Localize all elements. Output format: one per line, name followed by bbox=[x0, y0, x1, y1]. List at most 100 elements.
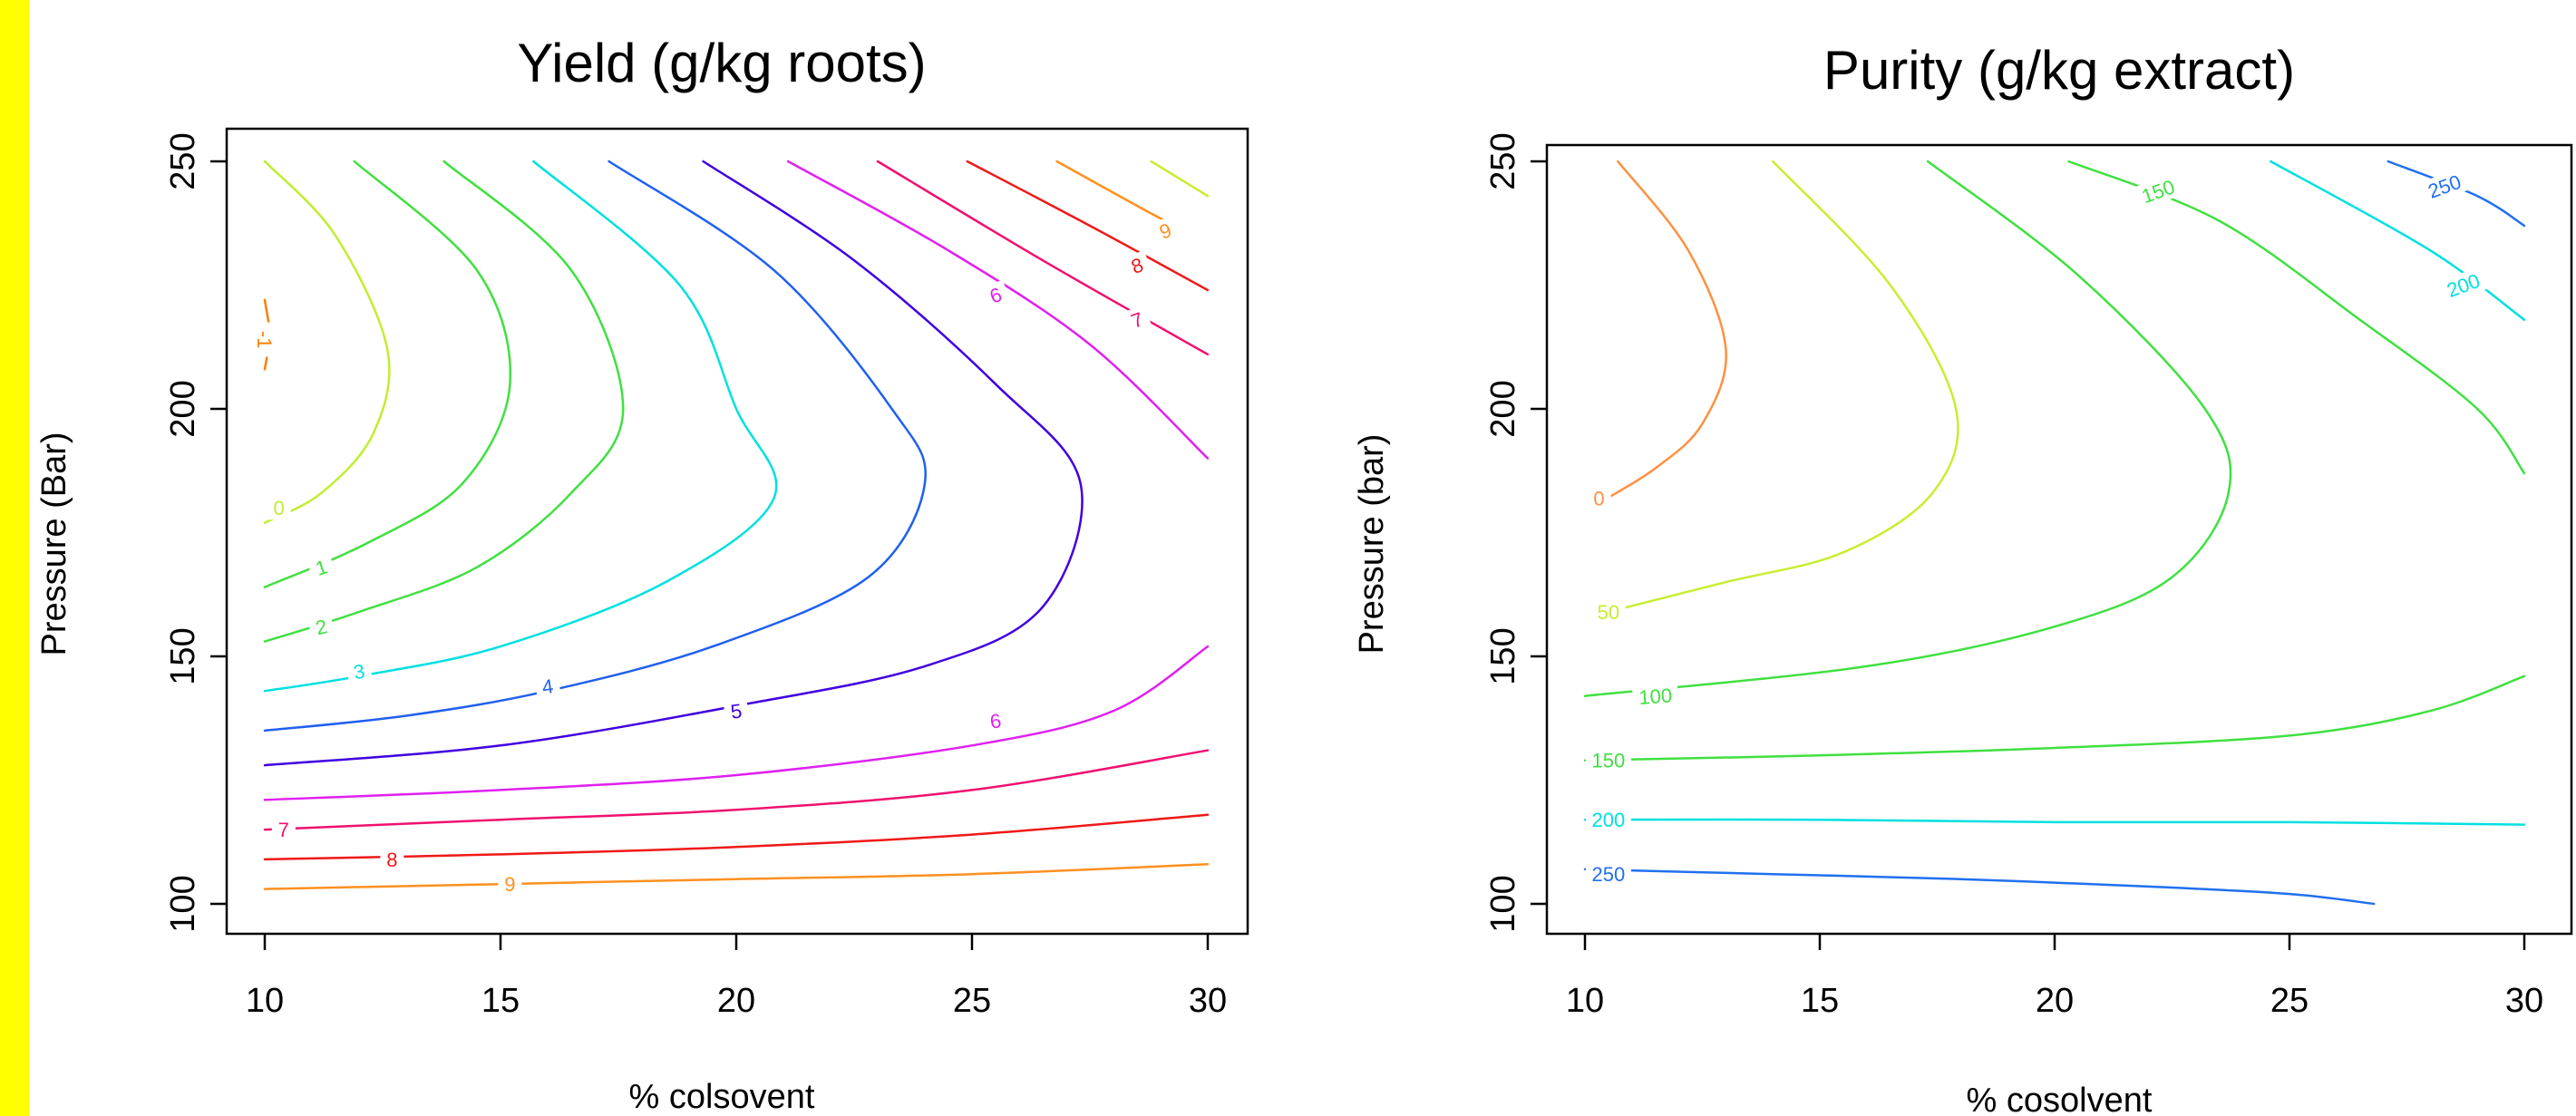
contour-label: 200 bbox=[1592, 809, 1626, 831]
contour-label-background bbox=[980, 279, 1011, 311]
contour-label-background bbox=[1587, 486, 1611, 510]
contour-label: 250 bbox=[1592, 863, 1626, 886]
contour-label-group: 150 bbox=[1585, 748, 1631, 772]
contour-label: 100 bbox=[1638, 684, 1673, 709]
contour-line bbox=[263, 749, 1210, 831]
contour-line bbox=[1055, 160, 1176, 228]
contour-label-group: 3 bbox=[345, 657, 374, 685]
contour-label-group: 200 bbox=[1585, 808, 1631, 832]
contour-label: 50 bbox=[1598, 601, 1619, 624]
contour-line bbox=[2270, 160, 2526, 321]
chart-title: Yield (g/kg roots) bbox=[517, 33, 926, 93]
contour-line bbox=[263, 160, 778, 693]
contour-label-group: 4 bbox=[534, 673, 561, 700]
contour-label-background bbox=[534, 673, 561, 700]
x-tick-label: 15 bbox=[1801, 982, 1839, 1020]
contour-label-background bbox=[1585, 808, 1631, 832]
x-tick-label: 20 bbox=[2036, 982, 2074, 1020]
contour-label-background bbox=[1122, 250, 1152, 281]
contour-line bbox=[263, 645, 1210, 801]
contour-label-group: 0 bbox=[267, 496, 291, 520]
contour-label-group: 6 bbox=[980, 279, 1011, 311]
contour-label-group: 5 bbox=[723, 697, 750, 724]
contour-line bbox=[1583, 818, 2526, 826]
y-tick-label: 250 bbox=[1484, 132, 1522, 189]
y-axis-label: Pressure (bar) bbox=[1353, 434, 1391, 655]
contour-label: 0 bbox=[1593, 487, 1604, 509]
contour-label-background bbox=[1122, 305, 1152, 335]
contour-label-group: 150 bbox=[2133, 172, 2183, 210]
contour-label-group: 9 bbox=[1150, 215, 1181, 247]
contour-label-background bbox=[1585, 862, 1631, 887]
contour-label-group: 2 bbox=[306, 612, 336, 641]
contour-label-background bbox=[1150, 215, 1181, 247]
yellow-accent-bar bbox=[0, 0, 29, 1116]
contour-label-group: 6 bbox=[982, 707, 1009, 734]
y-tick-label: 250 bbox=[164, 132, 202, 189]
contour-label-background bbox=[253, 322, 277, 357]
contour-line bbox=[1583, 160, 2232, 697]
contour-label: 150 bbox=[1592, 750, 1626, 772]
contour-label: 3 bbox=[352, 660, 366, 684]
contour-label: 8 bbox=[386, 849, 397, 871]
contour-line bbox=[1598, 160, 1727, 504]
y-tick-label: 200 bbox=[164, 380, 202, 437]
plot-frame bbox=[225, 127, 1249, 936]
contour-label-background bbox=[2133, 172, 2183, 210]
plot-frame bbox=[1545, 143, 2573, 936]
contour-label-group: 7 bbox=[271, 818, 296, 842]
y-tick-label: 100 bbox=[164, 875, 202, 932]
contour-line bbox=[1583, 674, 2526, 762]
contour-label-background bbox=[380, 847, 404, 871]
x-tick-label: 20 bbox=[717, 982, 755, 1020]
contour-label: 9 bbox=[504, 873, 515, 896]
contour-line bbox=[966, 160, 1210, 292]
contour-line bbox=[263, 863, 1210, 890]
contour-label-background bbox=[723, 697, 750, 724]
contour-line bbox=[1150, 160, 1210, 198]
contour-label: -1 bbox=[253, 331, 276, 349]
contour-label-background bbox=[1631, 682, 1679, 710]
contour-line bbox=[876, 160, 1210, 356]
x-axis-label: % colsovent bbox=[629, 1078, 815, 1116]
contour-label: 7 bbox=[278, 819, 289, 841]
contour-label-background bbox=[306, 612, 336, 641]
y-axis-label: Pressure (Bar) bbox=[35, 432, 73, 655]
contour-label-group: 250 bbox=[2418, 167, 2470, 206]
contour-line bbox=[263, 160, 928, 733]
contour-label-background bbox=[267, 496, 291, 520]
yield-contour-plot: Yield (g/kg roots) % colsovent Pressure … bbox=[35, 33, 1249, 1116]
contour-label: 4 bbox=[540, 674, 555, 698]
x-tick-label: 10 bbox=[246, 982, 284, 1020]
contour-line bbox=[1583, 868, 2376, 906]
contour-label-background bbox=[982, 707, 1009, 734]
purity-contour-plot: Purity (g/kg extract) % cosolvent Pressu… bbox=[1353, 40, 2573, 1116]
contour-label-group: 50 bbox=[1590, 599, 1626, 624]
contour-line bbox=[263, 813, 1210, 861]
contour-label-group: 250 bbox=[1585, 862, 1631, 887]
contour-label-background bbox=[2437, 266, 2489, 305]
contour-label-background bbox=[345, 657, 374, 685]
contour-label: 2 bbox=[314, 615, 330, 639]
contour-label-background bbox=[1590, 599, 1626, 624]
contour-line bbox=[263, 160, 512, 588]
contour-label-group: 8 bbox=[1122, 250, 1152, 281]
contour-label-background bbox=[2418, 167, 2470, 206]
contour-label-group: 8 bbox=[380, 847, 404, 871]
plot-area: 10 15 20 25 30100150200250050100150150200200… bbox=[1484, 132, 2573, 1020]
contour-label-group: 1 bbox=[306, 552, 336, 583]
y-tick-label: 150 bbox=[164, 627, 202, 684]
contour-label: 5 bbox=[729, 699, 744, 723]
contour-line bbox=[263, 160, 625, 643]
contour-label-background bbox=[498, 872, 522, 897]
y-tick-label: 200 bbox=[1484, 380, 1522, 437]
chart-title: Purity (g/kg extract) bbox=[1823, 40, 2295, 101]
contour-line bbox=[786, 160, 1210, 460]
contour-line bbox=[263, 160, 391, 524]
x-axis-label: % cosolvent bbox=[1967, 1082, 2153, 1116]
contour-line bbox=[263, 160, 1084, 767]
contour-label-group: -1 bbox=[253, 322, 277, 357]
contour-line bbox=[2067, 160, 2526, 475]
